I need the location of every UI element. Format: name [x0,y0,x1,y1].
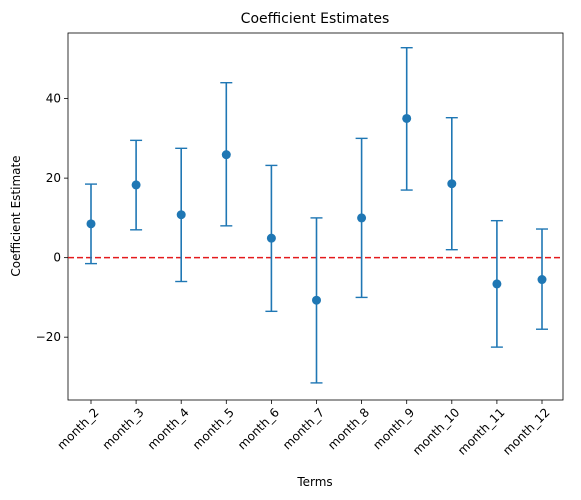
x-tick-label: month_7 [280,405,327,452]
x-tick-label: month_2 [55,405,102,452]
error-bar-point [310,217,323,384]
x-tick-label: month_3 [100,405,147,452]
x-tick-label: month_5 [190,405,237,452]
error-bar-point [400,47,413,191]
error-bar-point [536,228,548,330]
estimate-point [357,213,367,223]
estimate-point [537,275,547,285]
estimate-point [86,219,96,229]
x-axis-label: Terms [296,475,332,489]
error-bar-point [175,147,188,283]
error-bar-point [130,139,143,231]
estimate-point [176,210,186,220]
estimate-point [266,233,276,243]
error-bar-point [445,116,458,251]
estimate-point [221,150,231,160]
x-tick-label: month_8 [325,405,372,452]
x-axis: month_2month_3month_4month_5month_6month… [55,400,553,458]
estimate-point [492,279,502,289]
x-tick-label: month_4 [145,405,192,452]
estimate-point [447,179,457,189]
x-tick-label: month_9 [370,405,417,452]
plot-frame [67,32,564,401]
error-bar-point [355,137,368,299]
y-axis-label: Coefficient Estimate [9,155,23,276]
error-bar-point [490,219,503,348]
error-bar-series [85,47,548,384]
error-bar-point [220,82,233,227]
y-tick-label: 0 [53,251,61,265]
x-tick-label: month_10 [410,405,462,457]
x-tick-label: month_11 [455,405,507,457]
x-tick-label: month_12 [500,405,552,457]
x-tick-label: month_6 [235,405,282,452]
y-axis: −20 0 20 40 [36,92,68,344]
estimate-point [131,180,141,190]
y-tick-label: 20 [46,171,61,185]
estimate-point [312,295,321,305]
error-bar-point [265,164,278,313]
y-tick-label: 40 [46,92,61,106]
estimate-point [402,113,412,123]
chart-title: Coefficient Estimates [241,11,390,27]
y-tick-label: −20 [36,330,61,344]
error-bar-point [85,183,97,265]
